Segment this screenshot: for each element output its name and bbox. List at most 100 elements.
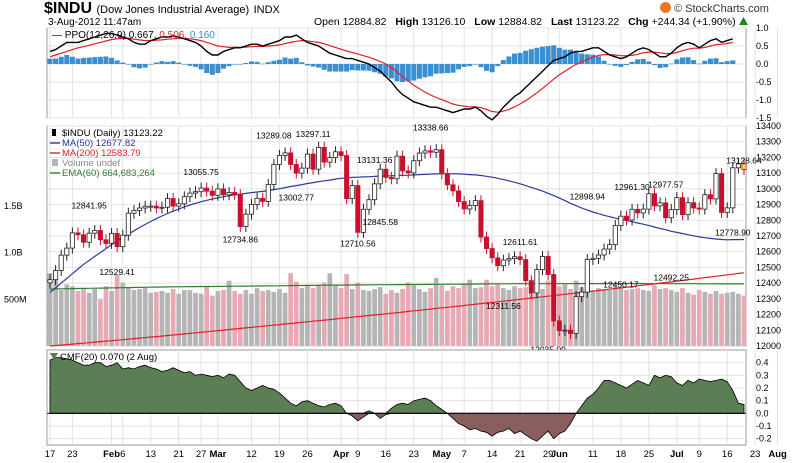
- volume-bar: [411, 285, 417, 346]
- cmf-legend: CMF(20) 0.070 (2 Aug): [60, 352, 157, 363]
- brand-text: © StockCharts.com: [674, 3, 769, 15]
- ppo-histogram-bar: [467, 64, 473, 67]
- candle-body: [416, 152, 422, 162]
- x-axis-tick-label: 12: [246, 449, 257, 460]
- price-legend-symbol: $INDU (Daily) 13123.22: [62, 128, 163, 139]
- ppo-histogram-bar: [539, 46, 546, 64]
- x-axis-tick-label: 14: [487, 449, 498, 460]
- volume-bar: [355, 282, 361, 346]
- candle-body: [512, 256, 518, 260]
- volume-bar: [635, 288, 641, 346]
- ema60-volume-line: [49, 283, 744, 290]
- volume-bar: [159, 290, 165, 346]
- candle-body: [153, 205, 159, 209]
- price-annotation: 12898.94: [570, 192, 606, 202]
- price-annotation: 12961.30: [614, 182, 650, 192]
- candle-body: [595, 254, 602, 259]
- volume-bar: [237, 293, 243, 346]
- candle-body: [444, 173, 450, 186]
- cmf-legend-icon: [50, 353, 58, 360]
- ppo-legend-signal: 0.506,: [159, 30, 190, 41]
- volume-bar: [461, 284, 467, 346]
- candle-body: [81, 234, 87, 243]
- volume-bar: [305, 285, 310, 346]
- ppo-histogram-bar: [69, 56, 75, 64]
- candle-body: [366, 199, 372, 210]
- candle-body: [545, 256, 551, 275]
- x-axis-tick-label: 6: [120, 449, 125, 460]
- low-label: Low: [474, 16, 496, 28]
- candle-body: [271, 164, 277, 185]
- ppo-histogram-bar: [260, 63, 266, 65]
- price-annotation: 12492.25: [654, 273, 690, 283]
- legend-candle-icon: [52, 129, 56, 136]
- ppo-histogram-bar: [198, 64, 204, 70]
- volume-bar: [473, 288, 478, 346]
- price-axis-tick-label: 12300: [756, 294, 781, 304]
- price-axis-tick-label: 12200: [756, 310, 781, 320]
- x-axis-tick-label: 7: [462, 449, 467, 460]
- candle-body: [657, 202, 663, 207]
- candle-body: [534, 269, 540, 294]
- candle-body: [148, 205, 154, 208]
- volume-bar: [495, 284, 501, 346]
- volume-axis-tick-label: 1.0B: [4, 248, 23, 258]
- price-axis-tick-label: 12100: [756, 325, 781, 335]
- volume-bar: [708, 293, 713, 346]
- volume-bar: [338, 288, 344, 346]
- volume-bar: [226, 280, 232, 346]
- volume-bar: [640, 290, 646, 346]
- candle-body: [265, 184, 271, 202]
- candle-body: [601, 248, 607, 256]
- ppo-histogram-bar: [640, 58, 646, 64]
- candle-body: [674, 197, 680, 211]
- candle-body: [422, 150, 428, 154]
- ppo-histogram-bar: [668, 63, 674, 65]
- ppo-histogram-bar: [288, 58, 294, 64]
- volume-bar: [590, 290, 596, 346]
- ppo-histogram-bar: [47, 58, 53, 64]
- volume-bar: [691, 294, 696, 346]
- volume-bar: [562, 284, 568, 346]
- candle-body: [551, 274, 557, 322]
- ppo-histogram-bar: [512, 53, 518, 64]
- candle-body: [607, 244, 613, 250]
- volume-bar: [668, 290, 674, 346]
- price-annotation: 13297.11: [296, 129, 331, 139]
- volume-bar: [730, 291, 736, 346]
- cmf-axis-tick-label: -0.1: [756, 421, 772, 431]
- ppo-histogram-bar: [472, 64, 478, 65]
- price-legend-ema60: EMA(60) 664,683,264: [62, 168, 155, 179]
- ppo-line: [49, 32, 734, 121]
- candle-body: [394, 155, 400, 180]
- ppo-histogram-bar: [131, 64, 137, 68]
- volume-bar: [383, 293, 389, 346]
- ppo-histogram-bar: [209, 64, 215, 75]
- volume-bar: [249, 293, 254, 346]
- candle-body: [618, 215, 624, 226]
- volume-bar: [344, 274, 349, 346]
- candle-body: [75, 232, 81, 236]
- x-axis-tick-label: Feb: [103, 449, 120, 460]
- candle-body: [478, 200, 484, 238]
- volume-bar: [506, 290, 512, 346]
- volume-bar: [719, 293, 724, 346]
- ppo-histogram-bar: [422, 64, 428, 78]
- ppo-histogram-bar: [579, 53, 585, 64]
- ppo-histogram-bar: [181, 64, 187, 65]
- volume-bar: [484, 279, 489, 346]
- ppo-histogram-bar: [125, 64, 131, 65]
- candle-body: [293, 164, 299, 174]
- candle-body: [405, 170, 411, 174]
- volume-bar: [624, 290, 629, 346]
- price-annotation: 12529.41: [99, 267, 135, 277]
- candle-body: [696, 207, 702, 210]
- volume-bar: [137, 289, 142, 346]
- volume-bar: [456, 288, 461, 346]
- ppo-axis-tick-label: 0.0: [756, 59, 769, 69]
- ppo-histogram-bar: [282, 57, 288, 64]
- volume-bar: [540, 289, 545, 346]
- candle-body: [248, 204, 255, 215]
- x-axis-tick-label: 9: [355, 449, 360, 460]
- ppo-histogram-bar: [685, 57, 691, 64]
